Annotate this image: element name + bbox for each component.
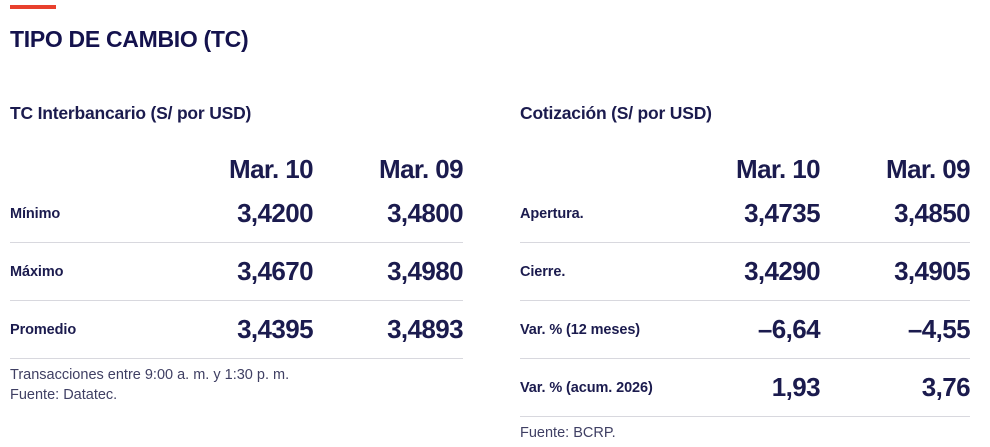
cell-value: 3,4200: [237, 198, 314, 228]
column-header-mar09: Mar. 09: [379, 154, 464, 184]
cell-value: 3,4905: [894, 256, 971, 286]
column-header-row: Mar. 10 Mar. 09: [520, 151, 971, 185]
page-title: TIPO DE CAMBIO (TC): [10, 26, 249, 52]
table-row-minimo: Mínimo 3,4200 3,4800: [10, 185, 464, 243]
accent-dash: [10, 5, 56, 9]
table-interbancario: TC Interbancario (S/ por USD) Mar. 10 Ma…: [10, 95, 464, 405]
cell-value: 3,4670: [237, 256, 314, 286]
row-label: Mínimo: [10, 205, 61, 222]
section-title-cotizacion: Cotización (S/ por USD): [520, 103, 712, 123]
footnote-transacciones: Transacciones entre 9:00 a. m. y 1:30 p.…: [10, 367, 290, 383]
cell-value: 3,4893: [387, 314, 464, 344]
cell-value: 3,4290: [744, 256, 821, 286]
section-title-interbancario: TC Interbancario (S/ por USD): [10, 103, 252, 123]
cell-value: 3,4395: [237, 314, 314, 344]
row-label: Apertura.: [520, 205, 584, 222]
column-header-mar09: Mar. 09: [886, 154, 971, 184]
table-notes: Fuente: BCRP.: [520, 424, 970, 444]
row-label: Cierre.: [520, 263, 566, 280]
cell-value: 1,93: [771, 372, 821, 402]
table-row-promedio: Promedio 3,4395 3,4893: [10, 301, 464, 359]
table-notes: Transacciones entre 9:00 a. m. y 1:30 p.…: [10, 366, 463, 405]
row-label: Máximo: [10, 263, 64, 280]
cell-value: –4,55: [907, 314, 971, 344]
row-label: Var. % (12 meses): [520, 321, 641, 338]
table-row-cierre: Cierre. 3,4290 3,4905: [520, 243, 971, 301]
footnote-fuente-datatec: Fuente: Datatec.: [10, 386, 118, 403]
footnote-fuente-bcrp: Fuente: BCRP.: [520, 425, 616, 441]
column-header-mar10: Mar. 10: [229, 154, 314, 184]
table-row-apertura: Apertura. 3,4735 3,4850: [520, 185, 971, 243]
cell-value: –6,64: [757, 314, 821, 344]
cell-value: 3,4850: [894, 198, 971, 228]
column-header-row: Mar. 10 Mar. 09: [10, 151, 464, 185]
cell-value: 3,4800: [387, 198, 464, 228]
row-label: Var. % (acum. 2026): [520, 379, 653, 396]
cell-value: 3,76: [921, 372, 971, 402]
cell-value: 3,4735: [744, 198, 821, 228]
table-row-var-12-meses: Var. % (12 meses) –6,64 –4,55: [520, 301, 971, 359]
table-cotizacion: Cotización (S/ por USD) Mar. 10 Mar. 09 …: [520, 95, 971, 444]
row-label: Promedio: [10, 321, 77, 338]
table-row-var-acum: Var. % (acum. 2026) 1,93 3,76: [520, 359, 971, 417]
column-header-mar10: Mar. 10: [736, 154, 821, 184]
table-row-maximo: Máximo 3,4670 3,4980: [10, 243, 464, 301]
cell-value: 3,4980: [387, 256, 464, 286]
